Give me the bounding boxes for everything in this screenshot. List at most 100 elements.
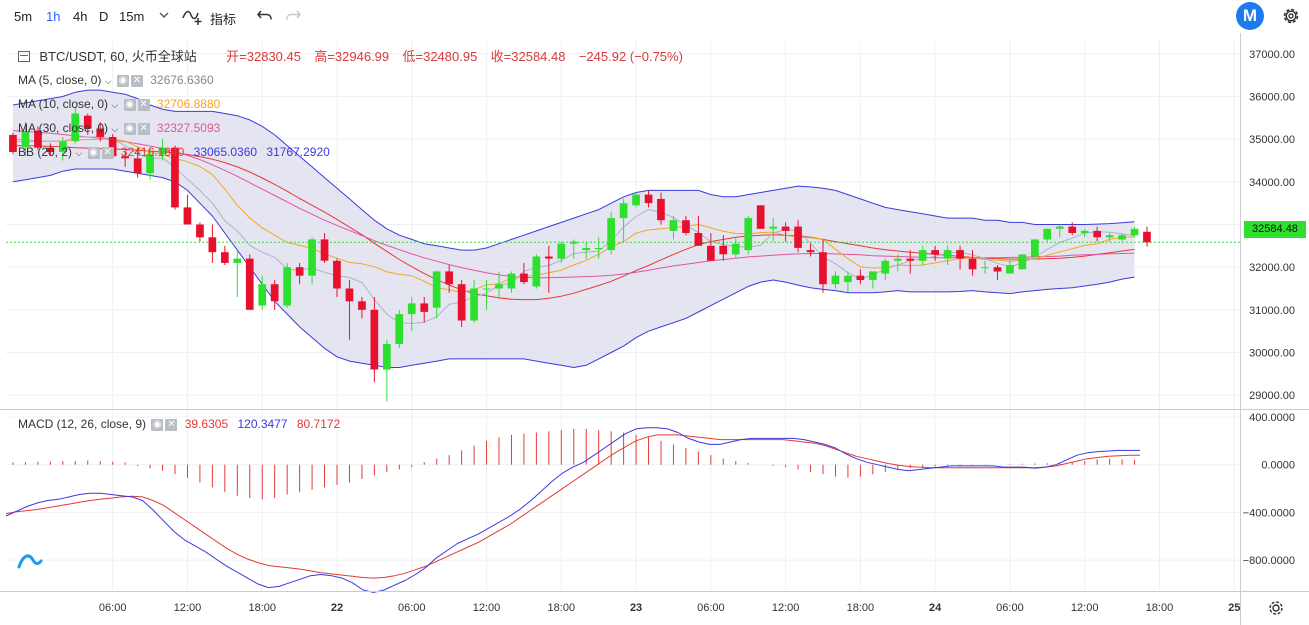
candle-body — [607, 218, 615, 251]
candle — [370, 297, 379, 383]
candle — [308, 237, 316, 285]
candle-body — [208, 237, 217, 253]
interval-5m[interactable]: 5m — [14, 9, 33, 24]
interval-15m[interactable]: 15m — [119, 9, 145, 24]
chevron-down-icon[interactable]: ⌵ — [75, 148, 83, 158]
price-tick-label: 31000.00 — [1249, 305, 1295, 317]
brand-logo-icon[interactable]: M — [1236, 2, 1264, 30]
candle — [1031, 239, 1039, 259]
candle-body — [520, 273, 528, 283]
candle — [345, 279, 354, 340]
candle-body — [46, 147, 55, 152]
candle-body — [370, 309, 379, 370]
candle — [1105, 233, 1114, 242]
close-icon[interactable]: ✕ — [137, 122, 150, 135]
candle-body — [432, 271, 441, 308]
candle — [208, 224, 217, 263]
candle-body — [657, 198, 665, 221]
candle — [856, 269, 865, 285]
interval-4h[interactable]: 4h — [73, 9, 88, 24]
candle — [445, 265, 453, 293]
candle-body — [918, 250, 927, 261]
candle — [457, 279, 466, 327]
time-tick-label: 12:00 — [772, 602, 800, 614]
candle-body — [869, 271, 877, 280]
macd-line-value: 120.3477 — [237, 417, 288, 431]
candle — [470, 279, 478, 323]
candle — [420, 297, 429, 323]
macd-tick-label: 0.0000 — [1261, 460, 1295, 472]
candle-body — [1093, 230, 1101, 238]
candle — [968, 250, 977, 276]
candle — [1018, 254, 1027, 270]
chevron-down-icon[interactable]: ⌵ — [111, 100, 119, 110]
candle — [557, 241, 566, 263]
candle-body — [1031, 239, 1039, 257]
interval-d[interactable]: D — [99, 9, 109, 24]
indicators-icon[interactable] — [181, 6, 205, 26]
candle — [495, 271, 503, 298]
time-tick-label: 06:00 — [99, 602, 127, 614]
candlestick-chart[interactable]: 37000.0036000.0035000.0034000.0033000.00… — [0, 33, 1309, 625]
chevron-down-icon[interactable]: ⌵ — [111, 124, 119, 134]
eye-icon[interactable]: ◉ — [151, 418, 164, 431]
collapse-legend-icon[interactable] — [18, 51, 30, 63]
candle-body — [345, 288, 354, 302]
chart-area[interactable]: 37000.0036000.0035000.0034000.0033000.00… — [0, 33, 1309, 625]
chevron-down-icon[interactable]: ⌵ — [104, 76, 112, 86]
candle-body — [457, 284, 466, 321]
candle-body — [1130, 228, 1139, 236]
candle — [233, 250, 242, 298]
eye-icon[interactable]: ◉ — [87, 146, 100, 159]
candle — [1143, 226, 1151, 247]
candle — [333, 258, 341, 298]
high-value: 高=32946.99 — [314, 49, 390, 64]
candle — [1055, 224, 1064, 238]
candle — [669, 215, 678, 240]
close-icon[interactable]: ✕ — [101, 146, 114, 159]
candle-body — [993, 267, 1002, 272]
candle — [383, 339, 391, 402]
candle — [283, 262, 291, 308]
bb-lower-value: 31767.2920 — [266, 145, 330, 159]
candle — [943, 245, 952, 266]
candle — [245, 254, 254, 310]
axis-settings-icon[interactable] — [1266, 598, 1286, 618]
indicators-button[interactable]: 指标 — [210, 12, 237, 27]
candle — [83, 113, 92, 135]
candle-body — [270, 284, 279, 302]
candle-body — [59, 141, 67, 152]
candle-body — [445, 271, 453, 285]
candle — [694, 215, 703, 246]
candle — [9, 132, 17, 155]
candle — [569, 239, 578, 259]
close-icon[interactable]: ✕ — [165, 418, 178, 431]
eye-icon[interactable]: ◉ — [123, 122, 136, 135]
candle-body — [283, 267, 291, 306]
candle-body — [1105, 235, 1114, 238]
macd-signal-line — [5, 434, 1140, 579]
last-price-label: 32584.48 — [1244, 221, 1306, 238]
undo-icon[interactable] — [256, 7, 274, 23]
close-icon[interactable]: ✕ — [137, 98, 150, 111]
gear-icon[interactable] — [1280, 5, 1302, 27]
candle-body — [819, 252, 827, 285]
bb-mid-value: 32416.1640 — [120, 145, 185, 159]
candle-body — [258, 284, 267, 306]
time-tick-label: 12:00 — [473, 602, 501, 614]
chevron-down-icon[interactable] — [157, 6, 171, 24]
candle — [96, 122, 105, 142]
candle-body — [295, 267, 304, 276]
bb-upper-line — [12, 89, 1135, 251]
eye-icon[interactable]: ◉ — [123, 98, 136, 111]
candle-body — [158, 147, 167, 155]
redo-icon[interactable] — [284, 7, 302, 23]
interval-1h[interactable]: 1h — [46, 9, 61, 24]
eye-icon[interactable]: ◉ — [116, 74, 129, 87]
candle — [918, 245, 927, 266]
ma30-legend: MA (30, close, 0) ⌵ ◉ ✕ 32327.5093 — [18, 121, 220, 135]
candle-body — [495, 284, 503, 289]
candle-body — [1018, 254, 1027, 270]
candle-body — [183, 207, 192, 225]
close-icon[interactable]: ✕ — [130, 74, 143, 87]
